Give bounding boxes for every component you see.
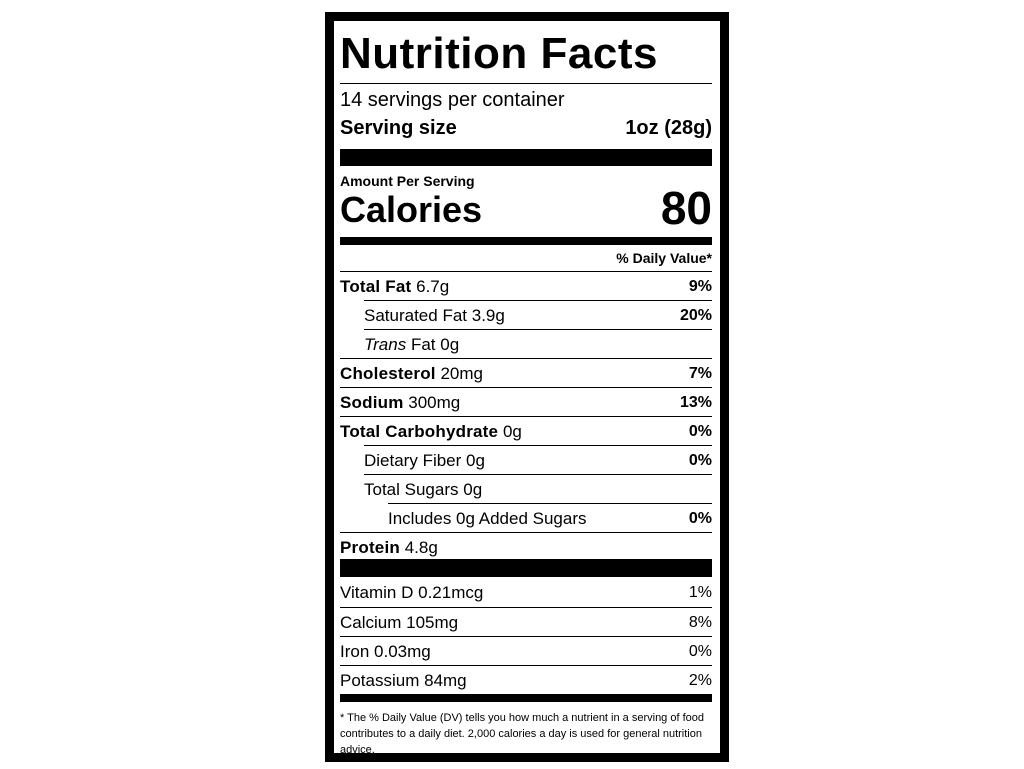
daily-value-header: % Daily Value* bbox=[616, 250, 712, 266]
vitamin-row-vitamin-d: Vitamin D 0.21mcg 1% bbox=[340, 582, 712, 602]
label-title: Nutrition Facts bbox=[340, 29, 658, 78]
vitamin-row-iron: Iron 0.03mg 0% bbox=[340, 636, 712, 666]
vitamin-row-calcium: Calcium 105mg 8% bbox=[340, 607, 712, 637]
thick-bar bbox=[340, 559, 712, 577]
medium-bar bbox=[340, 694, 712, 702]
amount-per-serving: Amount Per Serving bbox=[340, 173, 475, 189]
nutrient-row-trans-fat: Trans Fat 0g bbox=[364, 329, 712, 359]
nutrient-row-protein: Protein 4.8g bbox=[340, 532, 712, 562]
calories-label: Calories bbox=[340, 189, 483, 230]
vitamin-row-potassium: Potassium 84mg 2% bbox=[340, 665, 712, 695]
calories-value: 80 bbox=[660, 182, 712, 234]
serving-size-value: 1oz (28g) bbox=[625, 117, 712, 139]
nutrition-label: Nutrition Facts 14 servings per containe… bbox=[325, 12, 729, 762]
nutrient-row-dietary-fiber: Dietary Fiber 0g 0% bbox=[364, 445, 712, 475]
serving-size-row: Serving size 1oz (28g) bbox=[340, 117, 712, 140]
nutrient-row-added-sugars: Includes 0g Added Sugars 0% bbox=[388, 503, 712, 533]
medium-bar bbox=[340, 237, 712, 245]
nutrient-row-cholesterol: Cholesterol 20mg 7% bbox=[340, 358, 712, 388]
nutrient-row-saturated-fat: Saturated Fat 3.9g 20% bbox=[364, 300, 712, 330]
serving-size-label: Serving size bbox=[340, 117, 457, 139]
nutrient-row-total-fat: Total Fat 6.7g 9% bbox=[340, 271, 712, 301]
nutrient-row-total-carbohydrate: Total Carbohydrate 0g 0% bbox=[340, 416, 712, 446]
nutrient-row-sodium: Sodium 300mg 13% bbox=[340, 387, 712, 417]
thick-bar bbox=[340, 149, 712, 166]
calories-row: Calories 80 bbox=[340, 185, 712, 231]
footnote: * The % Daily Value (DV) tells you how m… bbox=[340, 712, 704, 756]
nutrient-row-total-sugars: Total Sugars 0g bbox=[364, 474, 712, 504]
servings-per-container: 14 servings per container bbox=[340, 89, 565, 111]
divider bbox=[340, 83, 712, 84]
